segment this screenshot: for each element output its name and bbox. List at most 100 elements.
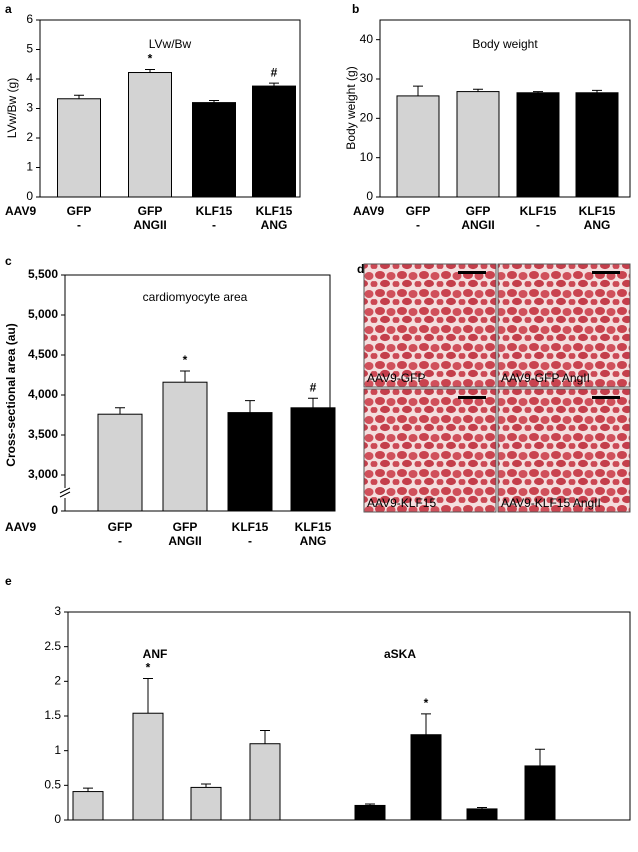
x-tick-label: GFP — [138, 204, 163, 218]
annotation: * — [424, 696, 429, 710]
y-tick-label: 5,000 — [28, 307, 58, 321]
bar — [466, 808, 498, 821]
y-tick-label: 1.5 — [44, 708, 61, 722]
bar — [354, 804, 386, 821]
group-label: AAV9 — [5, 204, 36, 218]
x-tick-label: ANGII — [168, 534, 201, 548]
y-tick-label: 6 — [26, 12, 33, 26]
error-bar — [74, 94, 84, 99]
error-bar — [533, 91, 543, 93]
error-bar — [145, 69, 155, 73]
chart-title: LVw/Bw — [149, 37, 192, 51]
panel-letter: a — [5, 2, 12, 16]
error-bar — [260, 730, 270, 744]
y-tick-label: 2 — [54, 674, 61, 688]
bar — [252, 85, 296, 198]
x-tick-label: KLF15 — [522, 850, 559, 852]
x-tick-label: - — [118, 534, 122, 548]
x-tick-label: - — [536, 218, 540, 232]
x-tick-label: GFP — [67, 204, 92, 218]
x-tick-label: ANGII — [133, 218, 166, 232]
chart-title: cardiomyocyte area — [143, 290, 248, 304]
y-tick-label: 10 — [360, 150, 374, 164]
series-name: ANF — [143, 647, 168, 661]
image-caption: AAV9-GFP — [367, 371, 425, 385]
scale-bar — [592, 396, 620, 399]
error-bar — [473, 88, 483, 92]
error-bar — [413, 85, 423, 96]
annotation: # — [310, 380, 317, 394]
y-tick-label: 5 — [26, 42, 33, 56]
bar — [227, 412, 273, 512]
y-tick-label: 2.5 — [44, 639, 61, 653]
image-caption: AAV9-KLF15 — [367, 496, 436, 510]
image-caption: AAV9-GFP AngII — [501, 371, 590, 385]
y-tick-label: 30 — [360, 71, 374, 85]
y-tick-label: 20 — [360, 111, 374, 125]
annotation: * — [146, 661, 151, 675]
annotation: # — [271, 65, 278, 79]
y-tick-label: 5,500 — [28, 267, 58, 281]
bar — [249, 743, 281, 821]
error-bar — [143, 678, 153, 714]
y-tick-label: 2 — [26, 130, 33, 144]
x-tick-label: KLF15 — [188, 850, 225, 852]
x-tick-label: - — [416, 218, 420, 232]
panel-letter: b — [352, 2, 359, 16]
x-tick-label: KLF15 — [232, 520, 269, 534]
bar — [575, 92, 619, 198]
y-tick-label: 40 — [360, 32, 374, 46]
group-label: AAV9 — [353, 204, 384, 218]
y-tick-label: 4 — [26, 71, 33, 85]
bar — [410, 734, 442, 821]
bar — [72, 791, 104, 821]
bar — [190, 786, 222, 821]
y-tick-label: 0 — [54, 812, 61, 826]
x-tick-label: - — [77, 218, 81, 232]
x-tick-label: KLF15 — [295, 520, 332, 534]
micrograph — [363, 263, 497, 388]
x-tick-label: ANG — [261, 218, 288, 232]
error-bar — [245, 400, 255, 413]
error-bar — [83, 787, 93, 792]
annotation: * — [148, 52, 153, 66]
bar — [456, 91, 500, 198]
error-bar — [592, 89, 602, 93]
annotation: * — [183, 353, 188, 367]
chart-title: Body weight — [472, 37, 538, 51]
bar — [290, 407, 336, 512]
y-tick-label: 3,500 — [28, 427, 58, 441]
error-bar — [209, 100, 219, 103]
y-tick-label: 3 — [26, 101, 33, 115]
x-tick-label: KLF15 — [196, 204, 233, 218]
micrograph — [497, 263, 631, 388]
x-tick-label: KLF15 — [247, 850, 284, 852]
bar — [524, 765, 556, 821]
x-tick-label: KLF15 — [256, 204, 293, 218]
error-bar — [201, 783, 211, 788]
x-tick-label: GFP — [76, 850, 101, 852]
y-tick-label: 1 — [26, 160, 33, 174]
bar — [516, 92, 560, 198]
error-bar — [180, 370, 190, 383]
image-caption: AAV9-KLF15 AngII — [501, 496, 601, 510]
error-bar — [365, 803, 375, 806]
x-tick-label: - — [248, 534, 252, 548]
y-axis-label: Cross-sectional area (au) — [4, 323, 18, 466]
y-tick-label: 0 — [366, 189, 373, 203]
bar — [192, 102, 236, 198]
y-axis-label: Body weight (g) — [344, 66, 358, 149]
panel-letter: e — [5, 574, 12, 588]
scale-bar — [592, 271, 620, 274]
error-bar — [308, 397, 318, 408]
x-tick-label: KLF15 — [520, 204, 557, 218]
x-tick-label: GFP — [414, 850, 439, 852]
x-tick-label: GFP — [406, 204, 431, 218]
x-tick-label: - — [212, 218, 216, 232]
y-tick-label: 4,500 — [28, 347, 58, 361]
y-tick-label: 4,000 — [28, 387, 58, 401]
x-tick-label: GFP — [466, 204, 491, 218]
bar — [396, 95, 440, 198]
